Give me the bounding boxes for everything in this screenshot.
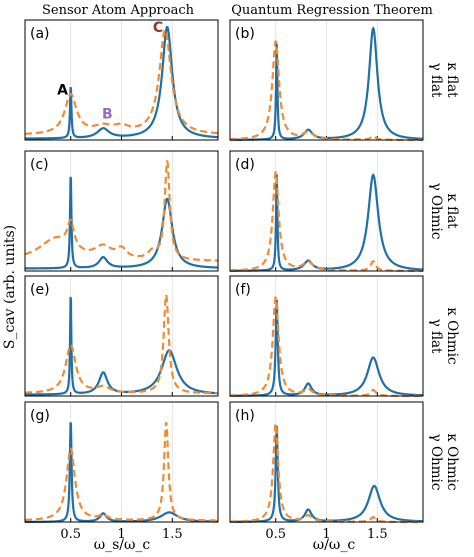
peak-label-b: B [102, 106, 113, 122]
panel-g: 0.5 1 1.5 (g) [24, 401, 219, 542]
panel-h: 0.5 1 1.5 (h) [229, 401, 424, 542]
panel-f: (f) [229, 275, 424, 398]
panel-e: (e) [24, 275, 219, 397]
peak-label-c: C [153, 20, 163, 36]
column-title-right: Quantum Regression Theorem [231, 3, 433, 18]
row-label-gamma: γ flat [428, 63, 444, 98]
panels: (a) A B C (b) (c) (d) (e) (f) 0.5 1 1.5 (g) 0.5 1 1.5 (h… [24, 19, 424, 542]
x-axis-label-left: ω_s/ω_c [94, 537, 151, 553]
series-dashed-line [229, 296, 423, 398]
x-axis-label-right: ω/ω_c [313, 537, 356, 553]
peak-label-a: A [57, 82, 68, 98]
panel-frame [229, 19, 424, 141]
series-dashed-line [24, 421, 218, 522]
panel-label: (g) [30, 408, 50, 424]
panel-frame [24, 401, 219, 523]
series-solid-line [25, 25, 219, 140]
panel-frame [229, 275, 424, 397]
panel-d: (d) [229, 150, 424, 272]
column-title-left: Sensor Atom Approach [42, 3, 195, 18]
x-tick-label: 1 [322, 527, 330, 542]
series-solid-line [25, 422, 219, 523]
panel-label: (c) [30, 157, 49, 173]
panel-frame [24, 150, 219, 272]
y-axis-label: S_cav (arb. units) [2, 225, 18, 349]
x-tick-label: 1 [117, 527, 125, 542]
x-tick-label: 1.5 [162, 527, 183, 542]
panel-frame [24, 275, 219, 397]
series-solid-line [230, 173, 424, 272]
panel-label: (b) [235, 26, 255, 42]
x-tick-label: 0.5 [60, 527, 81, 542]
row-label-kappa: κ flat [444, 62, 460, 98]
panel-a: (a) A B C [24, 19, 219, 141]
panel-label: (a) [30, 26, 50, 42]
row-label-gamma: γ Ohmic [428, 434, 444, 491]
row-label-kappa: κ flat [444, 193, 460, 229]
panel-label: (f) [235, 282, 251, 298]
row-label-gamma: γ Ohmic [428, 183, 444, 240]
row-label-kappa: κ Ohmic [444, 433, 460, 490]
panel-c: (c) [24, 150, 219, 272]
series-solid-line [230, 299, 424, 397]
panel-label: (e) [30, 282, 50, 298]
series-dashed-line [24, 28, 219, 135]
x-tick-label: 1.5 [367, 527, 388, 542]
series-solid-line [25, 176, 219, 270]
panel-frame [229, 150, 424, 272]
row-label-kappa: κ Ohmic [444, 307, 460, 364]
series-dashed-line [24, 291, 219, 395]
series-dashed-line [24, 159, 219, 262]
row-label-gamma: γ flat [428, 319, 444, 354]
panel-b: (b) [229, 19, 424, 141]
panel-frame [24, 19, 219, 141]
panel-frame [229, 401, 424, 523]
panel-label: (d) [235, 157, 255, 173]
x-tick-label: 0.5 [265, 527, 286, 542]
panel-label: (h) [235, 408, 255, 424]
